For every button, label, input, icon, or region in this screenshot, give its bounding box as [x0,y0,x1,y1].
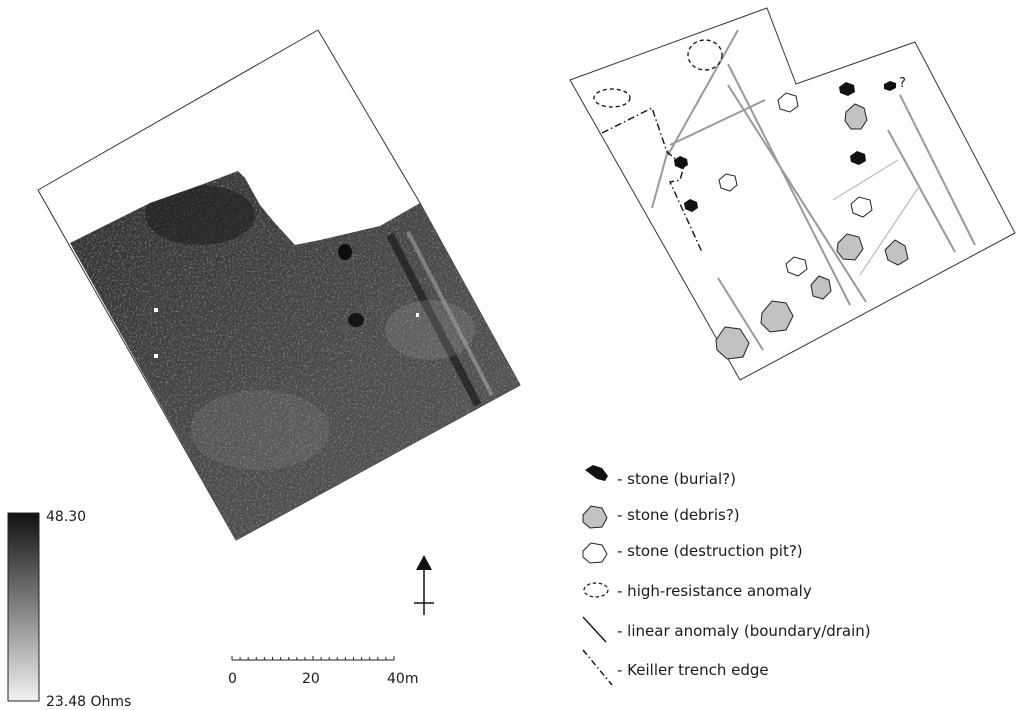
raster-spike [154,308,158,312]
burial-stone [839,82,855,96]
legend: - stone (burial?) - stone (debris?) - st… [582,465,871,686]
destruction-pit-stone [850,196,873,218]
raster-spike [416,313,419,317]
interpretation-boundary [569,7,1016,381]
dash-dot-line-icon [582,649,613,686]
raster-linear-feature [406,231,494,396]
legend-label: - stone (destruction pit?) [617,542,803,560]
burial-stone [850,151,866,165]
interpretation-plan: ? [569,7,1016,381]
destruction-pit-stone [777,92,799,113]
linear-anomaly [887,129,956,253]
north-arrow-icon [414,555,434,615]
raster-linear-feature [386,233,482,407]
linear-anomaly [832,159,899,201]
legend-label: - stone (burial?) [617,470,736,488]
uncertain-marker: ? [899,76,906,91]
scale-tick-label-40: 40m [387,671,418,687]
linear-anomaly [859,184,921,276]
grey-stone-icon [582,505,608,529]
legend-item-debris: - stone (debris?) [582,505,740,529]
legend-label: - stone (debris?) [617,506,740,524]
linear-anomaly [727,84,867,303]
dashed-ellipse-icon [583,582,609,598]
line-icon [582,616,607,643]
legend-label: - linear anomaly (boundary/drain) [617,622,871,640]
legend-item-burial: - stone (burial?) [585,465,736,488]
debris-stone [760,300,794,333]
resistance-survey-map [37,29,521,541]
debris-stone [810,275,832,300]
high-resistance-anomaly [593,88,631,108]
raster-light-patch [385,300,475,360]
legend-item-linear: - linear anomaly (boundary/drain) [582,616,871,643]
debris-stone [715,326,750,360]
raster-dark-patch [145,185,255,245]
white-stone-icon [582,542,608,564]
legend-label: - high-resistance anomaly [617,582,812,600]
legend-item-keiller-trench: - Keiller trench edge [582,649,769,686]
burial-stone [684,199,698,212]
debris-stone [844,103,868,130]
destruction-pit-stone [785,256,808,277]
raster-spike [154,354,158,358]
black-stone-icon [585,465,608,481]
linear-anomaly [727,63,851,306]
legend-item-pit: - stone (destruction pit?) [582,542,803,564]
scale-bar: 0 20 40m [228,656,418,687]
raster-dark-patch [338,244,352,260]
color-bar-max-label: 48.30 [46,509,86,525]
raster-light-patch [190,390,330,470]
legend-item-high-resistance: - high-resistance anomaly [583,582,812,600]
linear-anomalies [651,29,976,351]
linear-anomaly [651,149,669,209]
debris-stone [884,239,909,266]
color-bar-gradient [7,512,40,702]
raster-dark-patch [348,313,364,327]
burial-stone [884,81,896,91]
color-bar-min-label: 23.48 Ohms [46,694,131,710]
scale-tick-label-0: 0 [228,671,237,687]
linear-anomaly [899,94,976,246]
color-bar: 48.30 23.48 Ohms [7,509,131,710]
scale-tick-label-20: 20 [302,671,320,687]
destruction-pit-stone [718,173,738,192]
keiller-trench-edge [601,107,703,253]
linear-anomaly [667,29,739,156]
high-resistance-anomaly [687,39,723,71]
linear-anomaly [717,277,764,351]
burial-stone [674,156,688,169]
legend-label: - Keiller trench edge [617,661,769,679]
debris-stone [836,233,864,261]
